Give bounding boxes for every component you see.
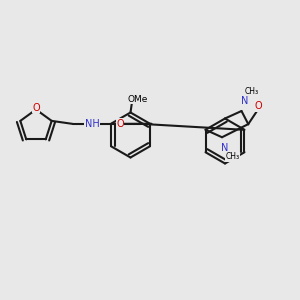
- Text: N: N: [221, 143, 229, 153]
- Text: OMe: OMe: [128, 94, 148, 103]
- Text: NH: NH: [85, 119, 100, 129]
- Text: O: O: [116, 119, 124, 129]
- Text: CH₃: CH₃: [226, 152, 240, 161]
- Text: O: O: [32, 103, 40, 113]
- Text: N: N: [241, 95, 248, 106]
- Text: CH₃: CH₃: [245, 87, 259, 96]
- Text: O: O: [255, 101, 262, 111]
